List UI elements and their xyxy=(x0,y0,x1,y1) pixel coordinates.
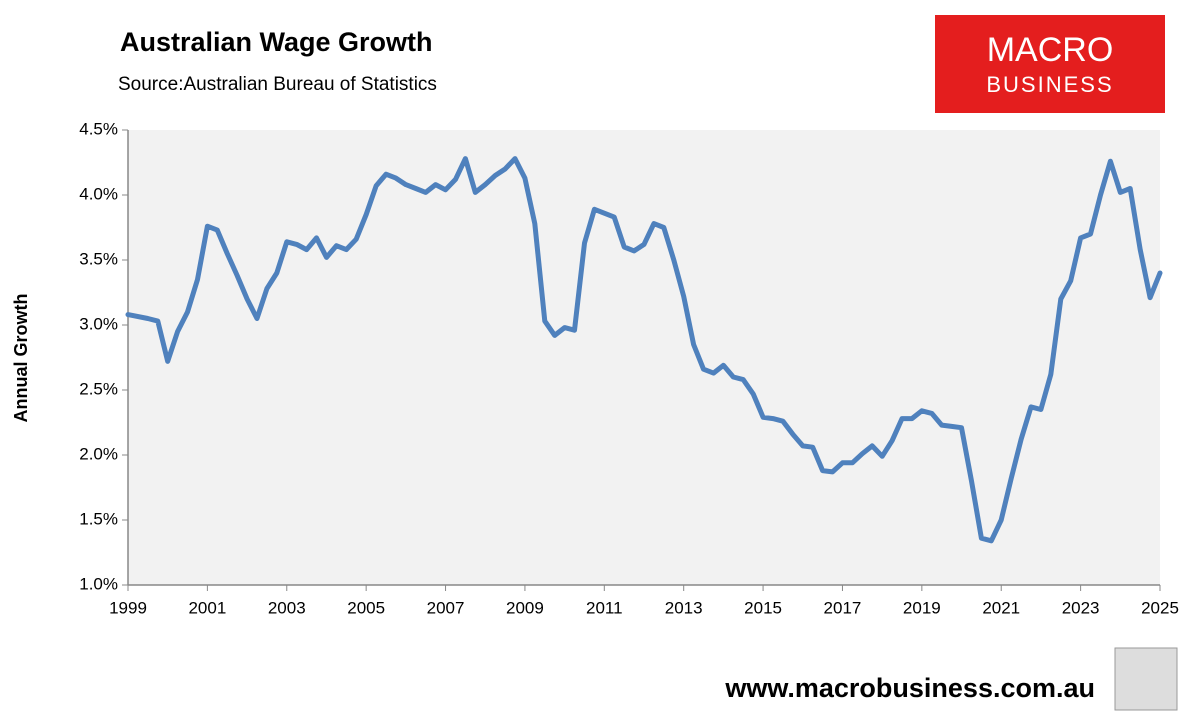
logo-icon xyxy=(1114,647,1178,711)
x-tick-label: 2003 xyxy=(268,598,306,617)
logo-text: BUSINESS xyxy=(986,72,1113,97)
chart-subtitle: Source:Australian Bureau of Statistics xyxy=(118,74,437,95)
y-tick-label: 4.5% xyxy=(79,119,118,138)
x-tick-label: 2013 xyxy=(665,598,703,617)
footer-url: www.macrobusiness.com.au xyxy=(724,673,1095,703)
x-tick-label: 2011 xyxy=(586,598,623,617)
x-tick-label: 2007 xyxy=(427,598,465,617)
x-tick-label: 2009 xyxy=(506,598,544,617)
plot-area xyxy=(128,130,1160,585)
series-line xyxy=(125,156,1163,544)
x-tick-label: 2001 xyxy=(188,598,226,617)
y-tick-label: 2.5% xyxy=(79,379,118,398)
y-tick-label: 3.5% xyxy=(79,249,118,268)
logo-box xyxy=(935,15,1165,113)
chart-title: Australian Wage Growth xyxy=(120,27,433,57)
x-tick-label: 1999 xyxy=(109,598,147,617)
x-tick-label: 2021 xyxy=(982,598,1020,617)
x-tick-label: 2023 xyxy=(1062,598,1100,617)
y-tick-label: 1.0% xyxy=(79,574,118,593)
x-tick-label: 2019 xyxy=(903,598,941,617)
y-tick-label: 2.0% xyxy=(79,444,118,463)
x-tick-label: 2025 xyxy=(1141,598,1179,617)
y-tick-label: 1.5% xyxy=(79,509,118,528)
y-tick-label: 3.0% xyxy=(79,314,118,333)
plot: 1.0% 1.5% 2.0% 2.5% 3.0% 3.5% 4.0% 4.5% 1999 2001… xyxy=(79,119,1179,617)
x-tick-label: 2015 xyxy=(744,598,782,617)
logo-text: MACRO xyxy=(987,31,1114,69)
y-tick-label: 4.0% xyxy=(79,184,118,203)
y-axis-label: Annual Growth xyxy=(11,294,31,423)
x-tick-label: 2017 xyxy=(824,598,862,617)
x-tick-label: 2005 xyxy=(347,598,385,617)
